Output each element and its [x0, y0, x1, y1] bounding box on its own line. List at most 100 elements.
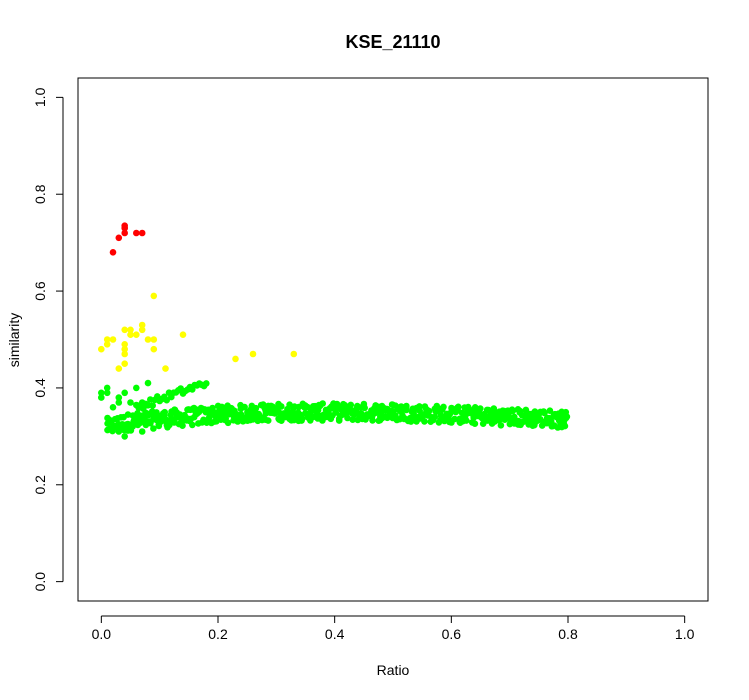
y-tick-label: 0.0: [32, 572, 48, 592]
data-point: [144, 379, 152, 387]
data-point: [138, 321, 146, 329]
data-point: [121, 229, 128, 237]
y-tick-label: 0.2: [32, 475, 48, 495]
data-point: [98, 345, 105, 353]
data-point: [451, 415, 458, 423]
data-point: [264, 417, 272, 424]
data-point: [103, 336, 111, 343]
data-point: [103, 384, 111, 392]
y-tick-label: 0.8: [32, 184, 48, 204]
data-point: [121, 360, 128, 368]
data-point: [124, 411, 132, 418]
data-point: [109, 336, 117, 343]
data-point: [115, 365, 123, 372]
data-point: [150, 336, 158, 343]
x-axis-label: Ratio: [377, 662, 410, 678]
data-point: [162, 365, 169, 372]
data-point: [471, 404, 479, 411]
data-point: [259, 401, 267, 408]
data-point: [115, 234, 123, 242]
data-point: [144, 336, 152, 343]
data-point: [224, 419, 232, 427]
data-point: [252, 404, 260, 412]
data-point: [231, 407, 238, 415]
data-point: [121, 341, 128, 348]
y-tick-label: 0.4: [32, 378, 48, 398]
data-point: [115, 394, 123, 401]
data-point: [425, 407, 432, 415]
y-axis: 0.0 0.2 0.4 0.6 0.8 1.0: [32, 87, 64, 592]
data-point: [541, 409, 548, 417]
data-point: [138, 399, 146, 406]
x-axis: 0.0 0.2 0.4 0.6 0.8 1.0: [92, 615, 695, 642]
data-point: [98, 389, 105, 397]
data-point: [98, 394, 105, 401]
data-point: [440, 403, 447, 411]
data-point: [319, 400, 327, 407]
x-tick-label: 0.4: [325, 626, 345, 642]
data-point: [138, 229, 146, 237]
data-point: [133, 229, 140, 237]
data-point: [304, 403, 311, 411]
data-point: [349, 416, 357, 424]
data-points: [98, 222, 571, 440]
data-point: [232, 355, 239, 363]
x-tick-label: 0.2: [208, 626, 228, 642]
data-point: [360, 400, 368, 408]
data-point: [121, 222, 128, 229]
data-point: [127, 326, 134, 334]
y-tick-label: 1.0: [32, 87, 48, 107]
data-point: [290, 350, 298, 358]
data-point: [203, 380, 210, 387]
data-point: [103, 341, 111, 348]
data-point: [149, 402, 156, 409]
data-point: [179, 422, 186, 430]
x-tick-label: 0.0: [92, 626, 112, 642]
data-point: [189, 421, 196, 429]
data-point: [561, 422, 569, 430]
data-point: [147, 396, 154, 403]
data-point: [344, 414, 351, 422]
data-point: [121, 433, 128, 440]
data-point: [369, 417, 376, 424]
data-point: [121, 389, 128, 397]
chart-title: KSE_21110: [345, 32, 440, 52]
data-point: [562, 408, 570, 416]
data-point: [546, 415, 553, 422]
data-point: [138, 326, 146, 334]
plot-frame: [77, 77, 709, 602]
data-point: [150, 345, 158, 353]
data-point: [471, 420, 479, 428]
data-point: [480, 411, 488, 419]
data-point: [403, 402, 410, 410]
data-point: [144, 402, 152, 409]
data-point: [138, 428, 146, 435]
data-point: [278, 403, 285, 410]
data-point: [133, 384, 140, 392]
data-point: [508, 406, 516, 414]
y-tick-label: 0.6: [32, 281, 48, 301]
data-point: [150, 292, 158, 300]
x-tick-label: 0.8: [558, 626, 578, 642]
data-point: [406, 417, 413, 424]
data-point: [249, 350, 257, 358]
x-tick-label: 1.0: [675, 626, 695, 642]
data-point: [109, 404, 117, 411]
data-point: [298, 415, 306, 422]
data-point: [421, 418, 428, 425]
data-point: [161, 408, 168, 416]
data-point: [103, 389, 111, 397]
data-point: [133, 331, 140, 339]
data-point: [477, 405, 484, 412]
data-point: [463, 417, 470, 424]
data-point: [109, 249, 117, 256]
data-point: [121, 350, 128, 358]
data-point: [127, 331, 134, 339]
data-point: [115, 399, 123, 406]
data-point: [150, 425, 157, 432]
data-point: [115, 428, 123, 435]
data-point: [121, 326, 128, 334]
x-tick-label: 0.6: [442, 626, 462, 642]
data-point: [179, 331, 187, 339]
